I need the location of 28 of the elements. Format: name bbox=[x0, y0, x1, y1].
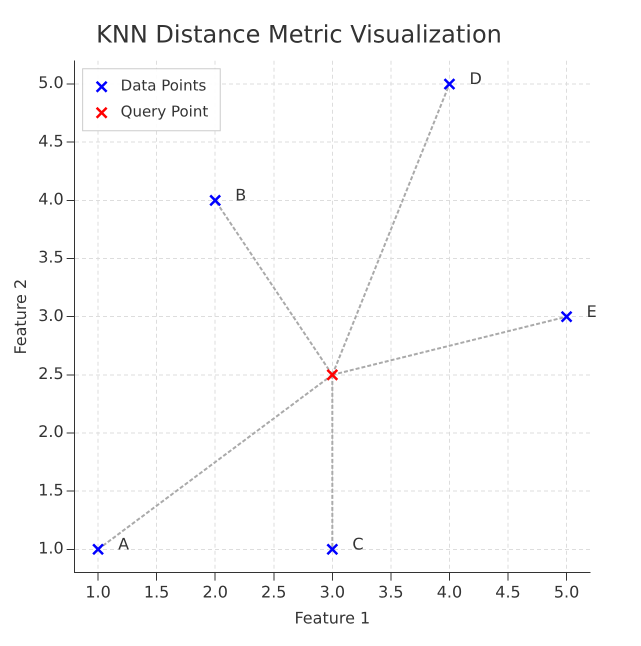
y-tick-label: 3.5 bbox=[38, 248, 64, 267]
x-tick-label: 2.5 bbox=[261, 582, 286, 602]
y-tick-label: 5.0 bbox=[38, 73, 64, 92]
y-tick-label: 4.0 bbox=[38, 190, 64, 209]
x-tick-label: 2.0 bbox=[202, 582, 228, 602]
legend-label: Data Points bbox=[120, 76, 206, 95]
y-tick-label: 2.0 bbox=[38, 422, 64, 442]
chart-title: KNN Distance Metric Visualization bbox=[96, 20, 502, 49]
x-tick-label: 3.5 bbox=[378, 582, 404, 602]
y-tick-label: 4.5 bbox=[38, 131, 64, 150]
y-axis-title: Feature 2 bbox=[10, 278, 30, 355]
annotation: D bbox=[469, 69, 482, 88]
x-tick-label: 5.0 bbox=[554, 582, 580, 602]
x-tick-label: 1.5 bbox=[144, 582, 170, 602]
y-tick-label: 1.0 bbox=[38, 538, 64, 558]
annotation: E bbox=[586, 302, 597, 321]
annotation: C bbox=[352, 534, 364, 554]
x-axis-title: Feature 1 bbox=[294, 608, 370, 628]
y-tick-label: 3.0 bbox=[38, 306, 64, 325]
annotation: B bbox=[235, 186, 246, 205]
y-tick-label: 2.5 bbox=[38, 364, 64, 384]
legend-label: Query Point bbox=[120, 102, 208, 121]
x-tick-label: 3.0 bbox=[320, 582, 346, 602]
x-tick-label: 4.0 bbox=[436, 582, 462, 602]
x-tick-label: 1.0 bbox=[85, 582, 111, 602]
x-tick-label: 4.5 bbox=[495, 582, 521, 602]
annotation: A bbox=[118, 534, 130, 554]
y-tick-label: 1.5 bbox=[38, 480, 64, 500]
